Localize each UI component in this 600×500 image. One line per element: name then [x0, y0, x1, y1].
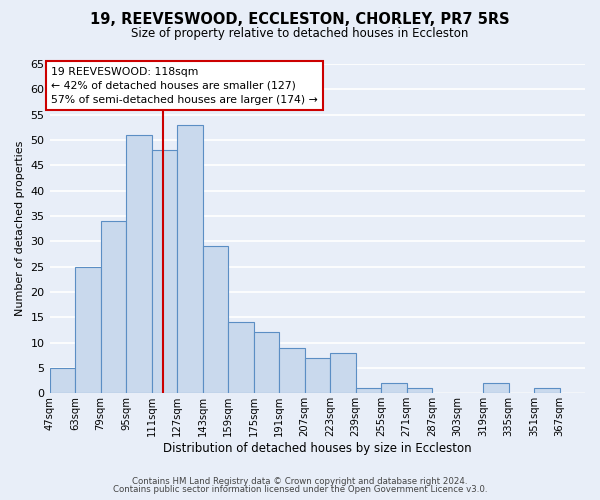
- Bar: [305, 358, 330, 394]
- Bar: [152, 150, 177, 394]
- Bar: [101, 221, 126, 394]
- Bar: [356, 388, 381, 394]
- Bar: [50, 368, 75, 394]
- Text: Size of property relative to detached houses in Eccleston: Size of property relative to detached ho…: [131, 28, 469, 40]
- Bar: [126, 135, 152, 394]
- Bar: [75, 266, 101, 394]
- Text: Contains public sector information licensed under the Open Government Licence v3: Contains public sector information licen…: [113, 485, 487, 494]
- Bar: [279, 348, 305, 394]
- Text: 19, REEVESWOOD, ECCLESTON, CHORLEY, PR7 5RS: 19, REEVESWOOD, ECCLESTON, CHORLEY, PR7 …: [90, 12, 510, 28]
- Bar: [177, 125, 203, 394]
- Bar: [407, 388, 432, 394]
- Bar: [228, 322, 254, 394]
- Bar: [330, 353, 356, 394]
- Bar: [483, 383, 509, 394]
- X-axis label: Distribution of detached houses by size in Eccleston: Distribution of detached houses by size …: [163, 442, 472, 455]
- Bar: [534, 388, 560, 394]
- Bar: [381, 383, 407, 394]
- Bar: [254, 332, 279, 394]
- Bar: [203, 246, 228, 394]
- Text: 19 REEVESWOOD: 118sqm
← 42% of detached houses are smaller (127)
57% of semi-det: 19 REEVESWOOD: 118sqm ← 42% of detached …: [51, 66, 318, 104]
- Text: Contains HM Land Registry data © Crown copyright and database right 2024.: Contains HM Land Registry data © Crown c…: [132, 477, 468, 486]
- Y-axis label: Number of detached properties: Number of detached properties: [15, 141, 25, 316]
